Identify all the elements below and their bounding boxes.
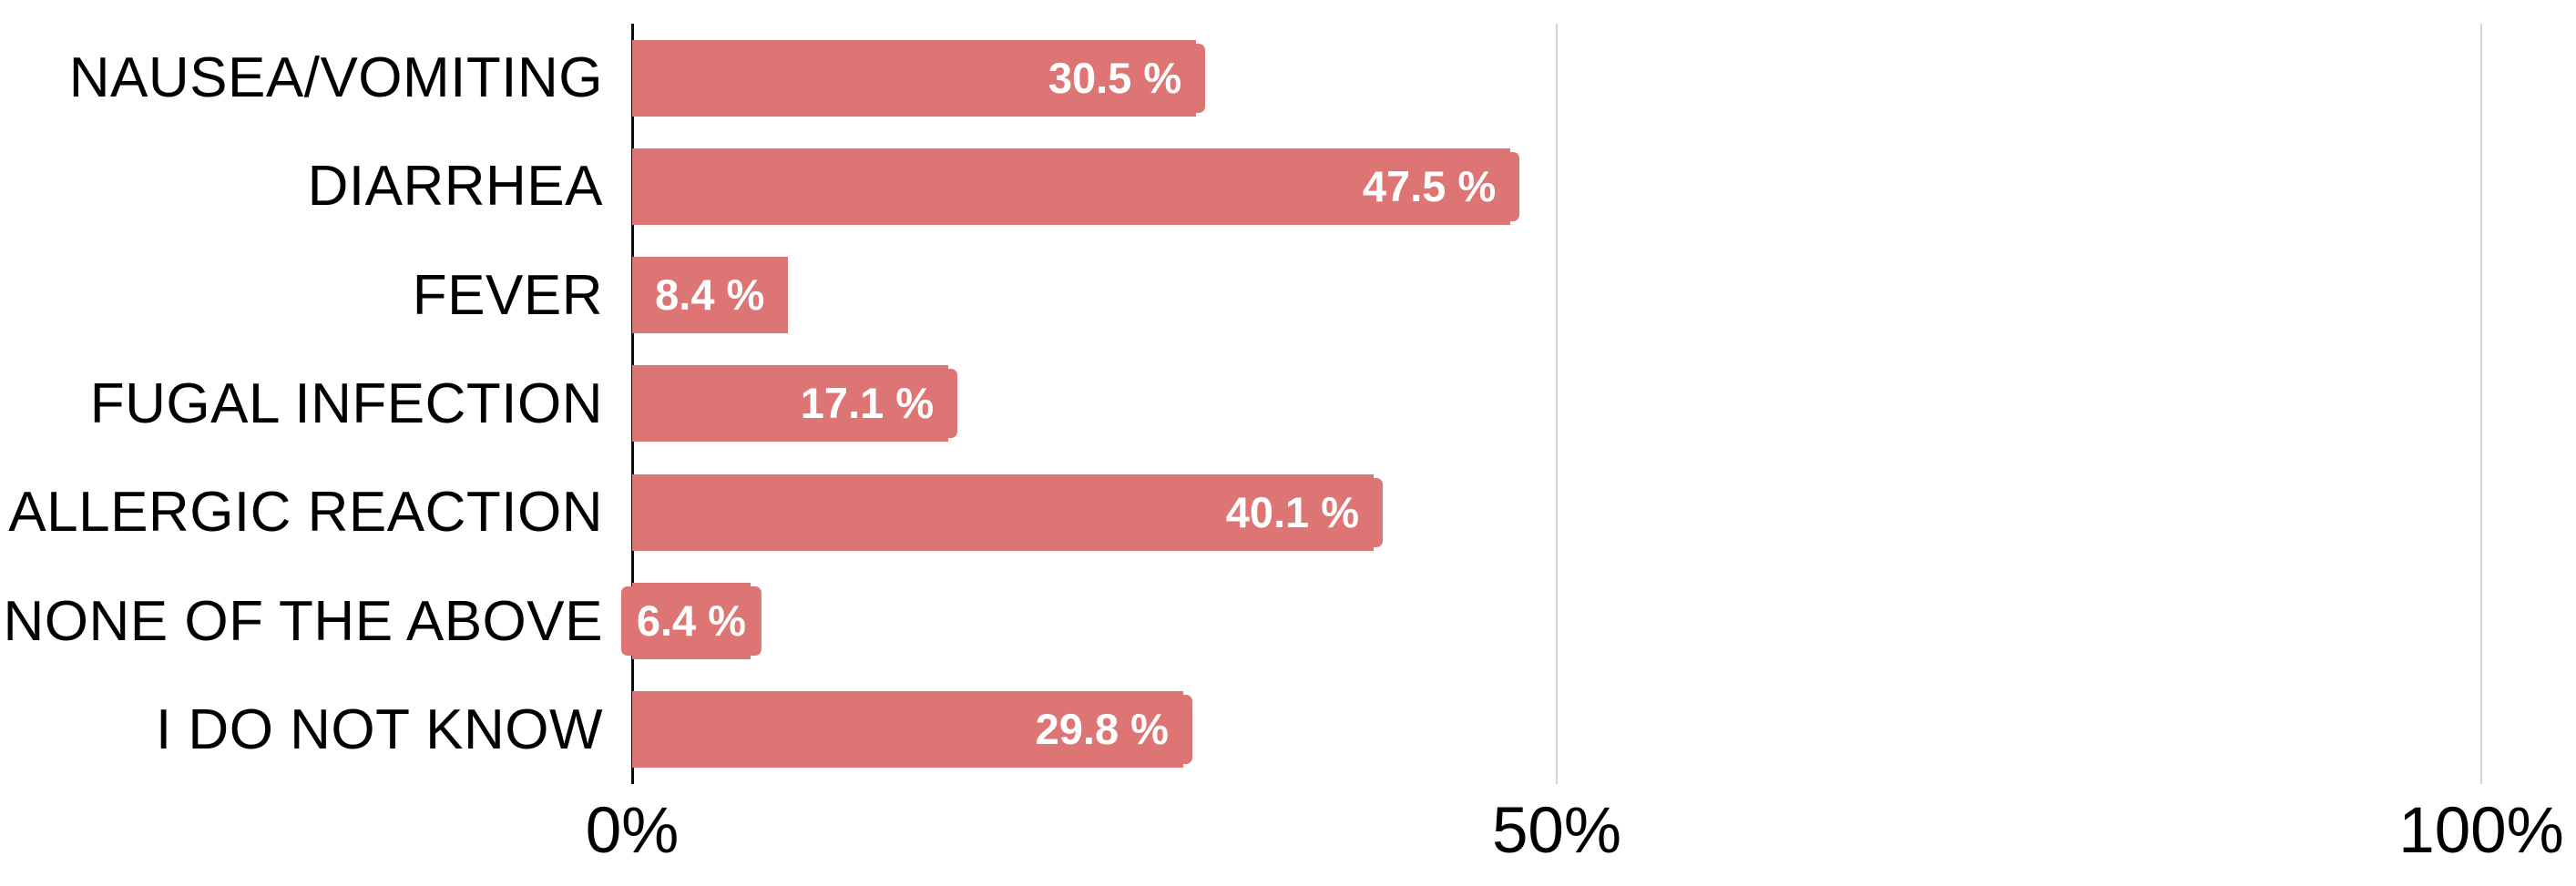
- category-label: NAUSEA/VOMITING: [68, 46, 603, 110]
- x-tick-label: 100%: [2398, 795, 2564, 867]
- x-tick-label: 0%: [585, 795, 680, 867]
- bar: 40.1 %: [632, 474, 1384, 551]
- bar: 30.5 %: [632, 39, 1206, 117]
- category-label: FUGAL INFECTION: [89, 372, 603, 435]
- bar-value-label: 17.1 %: [776, 369, 958, 439]
- bar-row: 40.1 %: [632, 458, 2481, 566]
- bar: 17.1 %: [632, 365, 958, 443]
- bar-value-label: 30.5 %: [1024, 43, 1206, 113]
- bar-value-label: 8.4 %: [639, 260, 781, 331]
- bar-row: 30.5 %: [632, 24, 2481, 132]
- x-axis-labels: 0% 50% 100%: [586, 794, 2564, 885]
- y-axis-labels: NAUSEA/VOMITING DIARRHEA FEVER FUGAL INFECT…: [0, 24, 603, 784]
- bar: 6.4 %: [620, 583, 762, 660]
- category-label: I DO NOT KNOW: [155, 698, 603, 761]
- bar: 47.5 %: [632, 148, 1520, 225]
- category-label: FEVER: [412, 263, 603, 327]
- category-label: DIARRHEA: [307, 155, 603, 219]
- bar: 29.8 %: [632, 691, 1192, 769]
- bar-value-label: 6.4 %: [620, 586, 762, 657]
- category-label: ALLERGIC REACTION: [8, 481, 603, 545]
- bar-rows: 30.5 % 47.5 % 8.4 % 17.1 % 40.1 % 6.4 % 29.8 %: [620, 24, 2481, 784]
- bar-value-label: 40.1 %: [1201, 477, 1384, 547]
- category-label: NONE OF THE ABOVE: [3, 589, 603, 653]
- bar-value-label: 29.8 %: [1011, 695, 1192, 765]
- gridline-100: [2480, 24, 2482, 784]
- bar: 8.4 %: [632, 257, 788, 334]
- plot-area: 30.5 % 47.5 % 8.4 % 17.1 % 40.1 % 6.4 % 29.8 %: [620, 24, 2482, 784]
- x-tick-label: 50%: [1491, 795, 1622, 867]
- bar-row: 17.1 %: [632, 350, 2481, 458]
- bar-row: 29.8 %: [632, 676, 2481, 784]
- bar-row: 6.4 %: [620, 566, 2481, 675]
- bar-value-label: 47.5 %: [1338, 151, 1520, 221]
- gridline-50: [1556, 24, 1558, 784]
- bar-row: 8.4 %: [632, 241, 2481, 350]
- bar-row: 47.5 %: [632, 132, 2481, 240]
